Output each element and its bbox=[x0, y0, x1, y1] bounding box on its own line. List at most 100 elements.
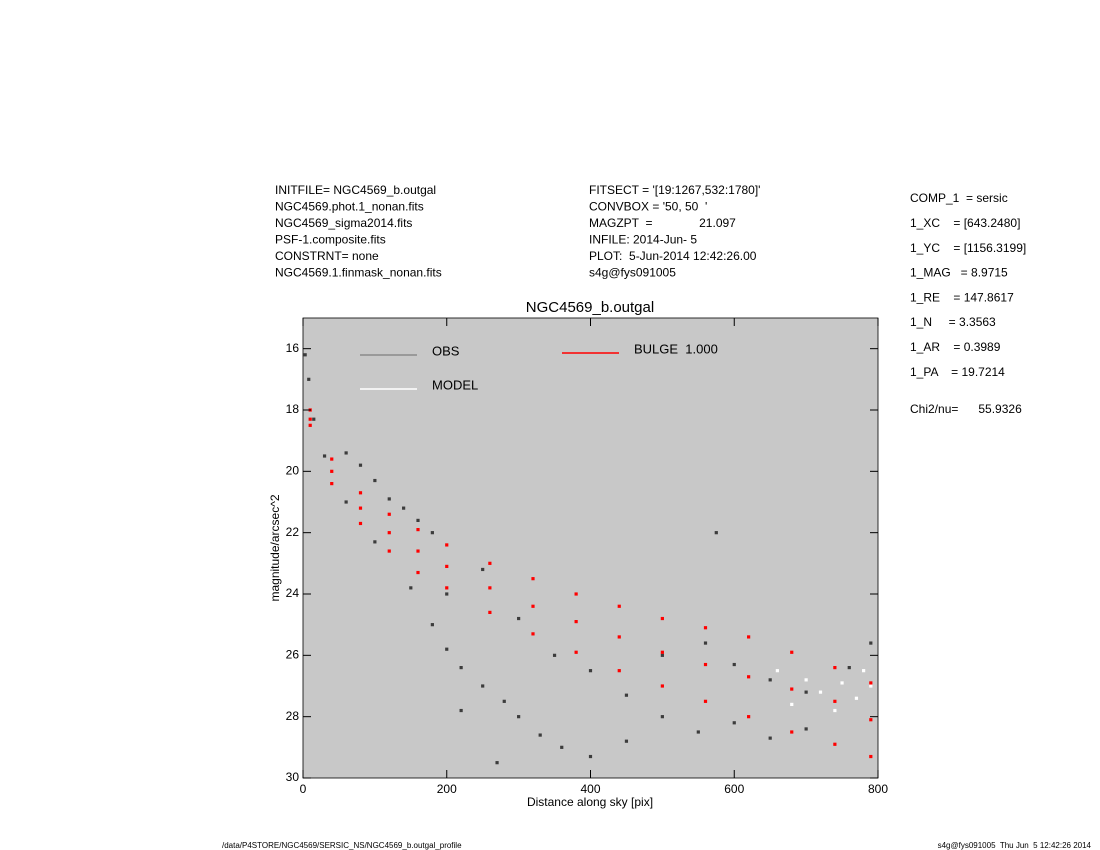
data-point bbox=[445, 586, 449, 590]
data-point bbox=[660, 650, 664, 654]
data-point bbox=[732, 662, 736, 667]
data-point bbox=[445, 564, 449, 568]
data-point bbox=[790, 702, 794, 706]
data-point bbox=[307, 377, 311, 381]
fit-parameter: COMP_1 = sersic bbox=[910, 191, 1008, 205]
header-line: NGC4569_sigma2014.fits bbox=[275, 216, 412, 230]
data-point bbox=[588, 754, 593, 759]
data-point bbox=[459, 666, 463, 670]
data-point bbox=[488, 586, 492, 590]
data-point bbox=[416, 549, 420, 553]
data-point bbox=[303, 353, 307, 357]
data-point bbox=[344, 451, 348, 455]
y-tick-label: 20 bbox=[286, 464, 300, 478]
data-point bbox=[502, 699, 506, 703]
data-point bbox=[833, 699, 837, 703]
header-line: NGC4569.1.finmask_nonan.fits bbox=[275, 266, 442, 280]
legend-label: BULGE 1.000 bbox=[634, 341, 718, 356]
y-tick-label: 18 bbox=[286, 402, 300, 416]
data-point bbox=[732, 721, 736, 725]
data-point bbox=[574, 592, 578, 596]
data-point bbox=[387, 531, 391, 535]
y-tick-label: 24 bbox=[286, 586, 300, 600]
data-point bbox=[818, 690, 823, 694]
data-point bbox=[833, 666, 837, 670]
data-point bbox=[416, 518, 420, 522]
data-point bbox=[660, 715, 664, 719]
header-line: s4g@fys091005 bbox=[589, 266, 676, 280]
data-point bbox=[588, 669, 593, 673]
data-point bbox=[833, 708, 837, 713]
data-point bbox=[854, 696, 859, 700]
data-point bbox=[703, 641, 708, 645]
y-tick-label: 26 bbox=[286, 648, 300, 662]
footer-stamp: s4g@fys091005 Thu Jun 5 12:42:26 2014 bbox=[938, 841, 1092, 850]
data-point bbox=[402, 506, 406, 510]
data-point bbox=[445, 543, 449, 547]
data-point bbox=[790, 730, 794, 734]
legend-label: MODEL bbox=[432, 377, 478, 392]
data-point bbox=[703, 626, 708, 630]
data-point bbox=[869, 718, 873, 722]
data-point bbox=[358, 463, 363, 467]
data-point bbox=[869, 754, 873, 759]
legend-label: OBS bbox=[432, 343, 460, 358]
data-point bbox=[387, 497, 391, 501]
y-tick-label: 16 bbox=[286, 341, 300, 355]
data-point bbox=[768, 678, 772, 682]
data-point bbox=[790, 687, 794, 691]
y-tick-label: 22 bbox=[286, 525, 300, 539]
data-point bbox=[517, 616, 521, 621]
data-point bbox=[617, 604, 621, 608]
data-point bbox=[804, 678, 808, 682]
data-point bbox=[804, 727, 808, 731]
data-point bbox=[768, 736, 772, 740]
fit-parameter: 1_RE = 147.8617 bbox=[910, 290, 1014, 304]
data-point bbox=[322, 454, 327, 458]
data-point bbox=[409, 586, 413, 590]
fit-parameter: 1_XC = [643.2480] bbox=[910, 216, 1020, 230]
data-point bbox=[373, 478, 377, 483]
data-point bbox=[308, 417, 312, 421]
data-point bbox=[330, 482, 334, 486]
x-tick-label: 800 bbox=[868, 782, 888, 796]
data-point bbox=[552, 653, 557, 657]
data-point bbox=[459, 708, 463, 713]
data-point bbox=[330, 457, 334, 461]
data-point bbox=[714, 531, 718, 535]
footer-path: /data/P4STORE/NGC4569/SERSIC_NS/NGC4569_… bbox=[222, 841, 462, 850]
data-point bbox=[481, 684, 485, 688]
data-point bbox=[387, 512, 391, 516]
data-point bbox=[869, 681, 873, 685]
x-tick-label: 400 bbox=[580, 782, 600, 796]
data-point bbox=[617, 635, 621, 639]
x-axis-label: Distance along sky [pix] bbox=[527, 795, 653, 809]
chart-title: NGC4569_b.outgal bbox=[526, 299, 654, 316]
fit-parameter: 1_AR = 0.3989 bbox=[910, 340, 1001, 354]
data-point bbox=[624, 693, 629, 697]
x-tick-label: 200 bbox=[437, 782, 457, 796]
data-point bbox=[445, 592, 449, 596]
data-point bbox=[358, 491, 363, 495]
data-point bbox=[445, 647, 449, 651]
data-point bbox=[747, 635, 751, 639]
chi2: Chi2/nu= 55.9326 bbox=[910, 402, 1022, 416]
x-tick-label: 600 bbox=[724, 782, 744, 796]
data-point bbox=[531, 577, 535, 581]
data-point bbox=[703, 699, 708, 703]
data-point bbox=[574, 650, 578, 654]
data-point bbox=[869, 684, 873, 688]
data-point bbox=[560, 745, 564, 749]
points bbox=[303, 353, 873, 765]
data-point bbox=[775, 669, 779, 673]
data-point bbox=[488, 561, 492, 565]
data-point bbox=[703, 662, 708, 667]
data-point bbox=[330, 469, 334, 473]
data-point bbox=[840, 681, 844, 685]
header-line: CONVBOX = '50, 50 ' bbox=[589, 200, 707, 214]
header-line: MAGZPT = 21.097 bbox=[589, 216, 736, 230]
plot-area bbox=[302, 317, 879, 779]
header-line: NGC4569.phot.1_nonan.fits bbox=[275, 200, 424, 214]
y-tick-label: 28 bbox=[286, 709, 300, 723]
data-point bbox=[660, 653, 664, 657]
